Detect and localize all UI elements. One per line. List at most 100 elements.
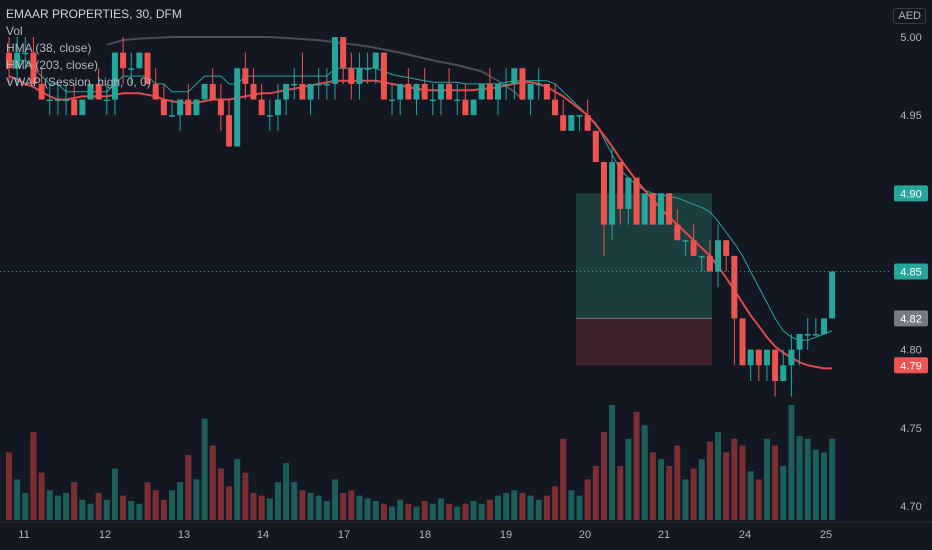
candle-body[interactable] bbox=[389, 99, 396, 102]
candle-body[interactable] bbox=[144, 52, 151, 84]
candle-body[interactable] bbox=[234, 68, 241, 147]
legend-vwap[interactable]: VWAP (Session, high, 0, 0) bbox=[6, 75, 151, 89]
candle-body[interactable] bbox=[812, 334, 819, 336]
legend-hma-slow[interactable]: HMA (203, close) bbox=[6, 58, 99, 72]
candle-body[interactable] bbox=[421, 83, 428, 100]
candle-body[interactable] bbox=[462, 99, 469, 116]
candle-body[interactable] bbox=[87, 83, 94, 100]
candle-body[interactable] bbox=[429, 99, 436, 102]
candle-body[interactable] bbox=[348, 68, 355, 84]
candle-body[interactable] bbox=[772, 349, 779, 381]
candle-body[interactable] bbox=[266, 115, 273, 117]
candle-body[interactable] bbox=[552, 99, 559, 116]
hma-slow-line[interactable] bbox=[106, 36, 524, 101]
candle-body[interactable] bbox=[723, 240, 730, 256]
candle-body[interactable] bbox=[641, 193, 648, 225]
candle-body[interactable] bbox=[649, 193, 656, 225]
candle-body[interactable] bbox=[356, 68, 363, 84]
candle-body[interactable] bbox=[111, 52, 118, 100]
candle-body[interactable] bbox=[226, 115, 233, 147]
candle-body[interactable] bbox=[372, 52, 379, 69]
candle-body[interactable] bbox=[674, 224, 681, 241]
candle-body[interactable] bbox=[495, 83, 501, 100]
candle-body[interactable] bbox=[609, 162, 616, 225]
candle-body[interactable] bbox=[299, 83, 306, 100]
candle-body[interactable] bbox=[242, 68, 249, 84]
candle-body[interactable] bbox=[715, 240, 722, 272]
stop-loss-price-badge[interactable] bbox=[894, 357, 928, 374]
candle-body[interactable] bbox=[79, 99, 86, 116]
candle-body[interactable] bbox=[576, 115, 583, 117]
candle-body[interactable] bbox=[201, 83, 208, 100]
legend-symbol[interactable]: EMAAR PROPERTIES, 30, DFM bbox=[6, 7, 182, 21]
candle-body[interactable] bbox=[95, 83, 102, 100]
candle-body[interactable] bbox=[625, 177, 632, 209]
candle-body[interactable] bbox=[568, 115, 575, 131]
candle-body[interactable] bbox=[283, 83, 290, 100]
candle-body[interactable] bbox=[250, 83, 257, 100]
candle-body[interactable] bbox=[600, 162, 607, 225]
candle-body[interactable] bbox=[103, 99, 110, 102]
candle-body[interactable] bbox=[788, 349, 795, 366]
candle-body[interactable] bbox=[380, 52, 387, 100]
candle-body[interactable] bbox=[120, 52, 127, 69]
candle-body[interactable] bbox=[315, 83, 322, 86]
candle-body[interactable] bbox=[136, 52, 143, 69]
candle-body[interactable] bbox=[535, 83, 542, 86]
candle-body[interactable] bbox=[780, 365, 787, 381]
candle-body[interactable] bbox=[54, 99, 61, 102]
candle-body[interactable] bbox=[14, 52, 21, 69]
candle-body[interactable] bbox=[470, 99, 477, 116]
candle-body[interactable] bbox=[307, 83, 314, 100]
candle-body[interactable] bbox=[332, 37, 338, 84]
candle-body[interactable] bbox=[446, 83, 453, 100]
candle-body[interactable] bbox=[821, 318, 827, 335]
candle-body[interactable] bbox=[177, 99, 184, 116]
candle-body[interactable] bbox=[152, 83, 159, 100]
candle-body[interactable] bbox=[690, 240, 697, 256]
candle-body[interactable] bbox=[22, 52, 29, 55]
candle-body[interactable] bbox=[519, 68, 526, 100]
candle-body[interactable] bbox=[527, 83, 534, 100]
candle-body[interactable] bbox=[698, 255, 705, 258]
candle-body[interactable] bbox=[405, 83, 412, 100]
candle-body[interactable] bbox=[755, 349, 762, 366]
candle-body[interactable] bbox=[437, 83, 444, 100]
candle-body[interactable] bbox=[46, 99, 53, 102]
candle-body[interactable] bbox=[682, 240, 689, 242]
candle-body[interactable] bbox=[454, 99, 461, 102]
candle-body[interactable] bbox=[63, 99, 70, 102]
candle-body[interactable] bbox=[193, 99, 200, 116]
candle-body[interactable] bbox=[169, 115, 175, 117]
candle-body[interactable] bbox=[804, 334, 811, 336]
candle-body[interactable] bbox=[543, 83, 550, 100]
entry-price-badge[interactable] bbox=[894, 310, 928, 327]
candle-body[interactable] bbox=[560, 115, 567, 131]
candle-body[interactable] bbox=[706, 255, 713, 272]
candle-body[interactable] bbox=[796, 334, 803, 350]
take-profit-price-badge[interactable] bbox=[894, 185, 928, 202]
candle-body[interactable] bbox=[478, 83, 485, 100]
candle-body[interactable] bbox=[486, 83, 493, 100]
candle-body[interactable] bbox=[217, 99, 224, 116]
loss-zone[interactable] bbox=[576, 318, 712, 366]
last-price-price-badge[interactable] bbox=[894, 263, 928, 280]
candle-body[interactable] bbox=[739, 318, 746, 366]
candle-body[interactable] bbox=[323, 83, 330, 86]
candle-body[interactable] bbox=[30, 52, 37, 84]
candle-body[interactable] bbox=[413, 83, 420, 100]
currency-label[interactable]: AED bbox=[893, 8, 926, 24]
candle-body[interactable] bbox=[511, 68, 518, 84]
legend-hma-fast[interactable]: HMA (38, close) bbox=[6, 41, 92, 55]
candle-body[interactable] bbox=[747, 349, 754, 366]
candle-body[interactable] bbox=[258, 99, 265, 116]
candle-body[interactable] bbox=[592, 130, 599, 163]
candle-body[interactable] bbox=[185, 99, 192, 116]
candle-body[interactable] bbox=[6, 52, 12, 69]
candle-body[interactable] bbox=[364, 68, 371, 70]
candle-body[interactable] bbox=[38, 83, 45, 100]
candle-body[interactable] bbox=[274, 99, 281, 116]
candle-body[interactable] bbox=[160, 99, 167, 116]
candle-body[interactable] bbox=[291, 83, 298, 86]
